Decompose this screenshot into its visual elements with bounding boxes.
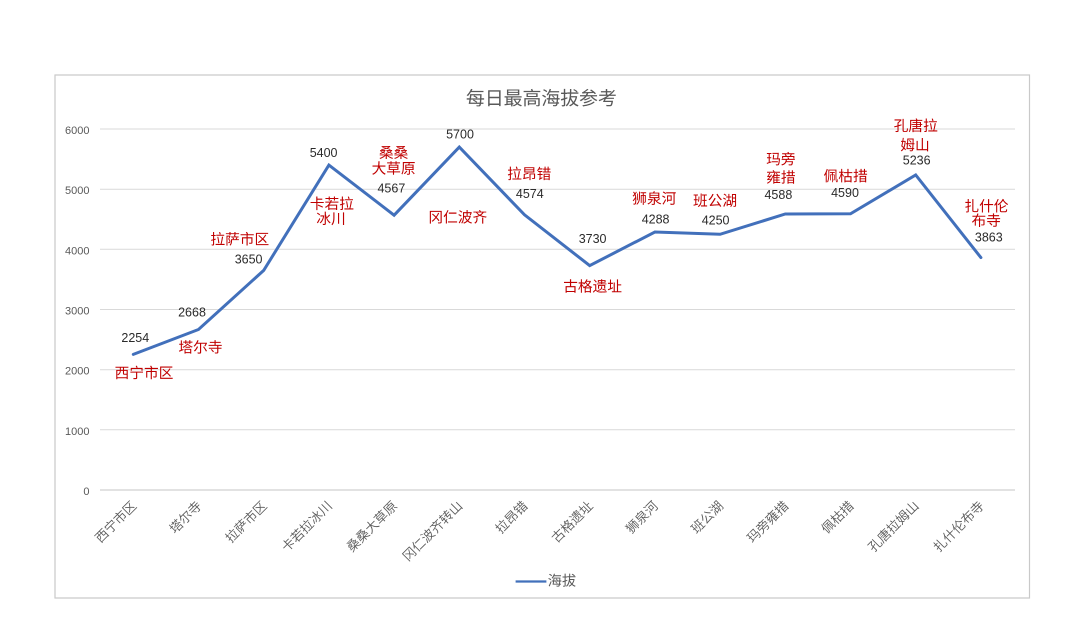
svg-text:5000: 5000 <box>65 185 89 197</box>
svg-text:3650: 3650 <box>235 253 263 267</box>
svg-text:2254: 2254 <box>121 331 149 345</box>
svg-text:4250: 4250 <box>702 214 730 228</box>
svg-text:1000: 1000 <box>65 426 89 438</box>
svg-text:4590: 4590 <box>831 186 859 200</box>
svg-text:4000: 4000 <box>65 245 89 257</box>
svg-text:0: 0 <box>83 486 89 498</box>
svg-text:2668: 2668 <box>178 305 206 319</box>
svg-text:5400: 5400 <box>310 146 338 160</box>
svg-text:4288: 4288 <box>642 212 670 226</box>
svg-text:2000: 2000 <box>65 366 89 378</box>
svg-text:5700: 5700 <box>446 128 474 142</box>
svg-text:3863: 3863 <box>975 230 1003 244</box>
svg-text:6000: 6000 <box>65 125 89 137</box>
svg-text:4567: 4567 <box>377 182 405 196</box>
svg-text:3730: 3730 <box>579 232 607 246</box>
svg-text:4588: 4588 <box>764 188 792 202</box>
svg-text:3000: 3000 <box>65 306 89 318</box>
svg-text:4574: 4574 <box>516 187 544 201</box>
svg-text:5236: 5236 <box>903 154 931 168</box>
